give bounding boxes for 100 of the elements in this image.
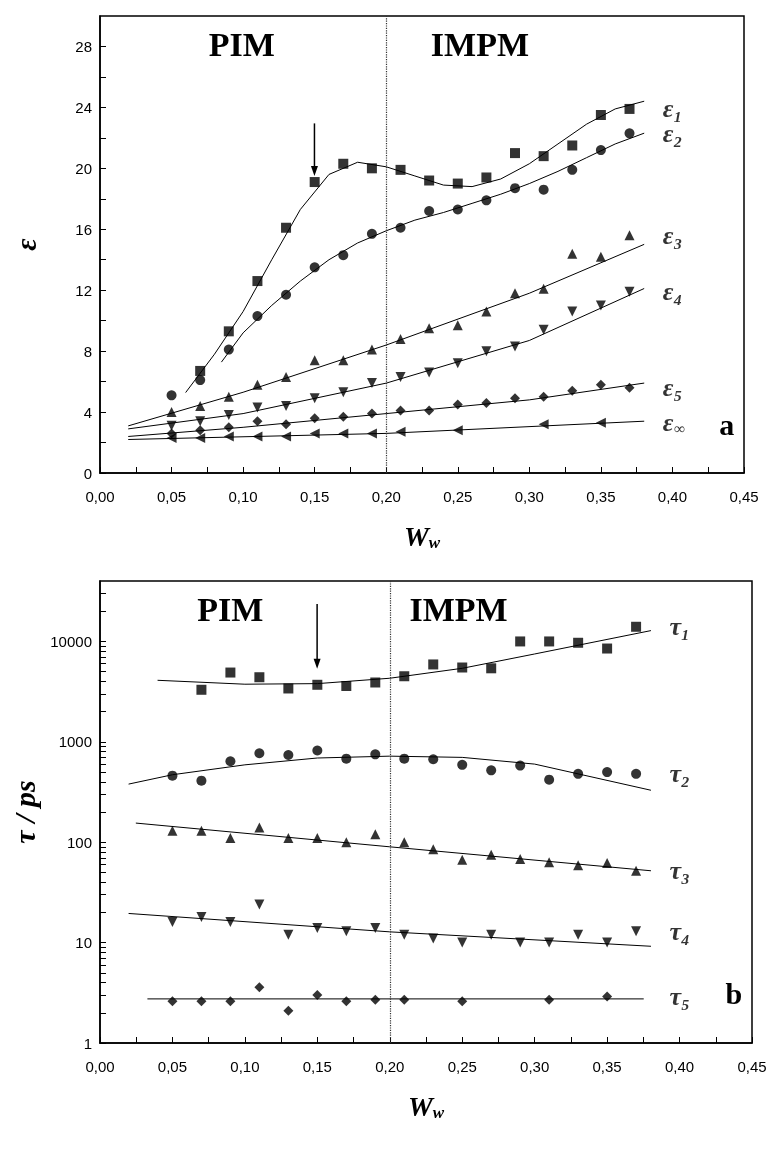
point — [395, 426, 406, 437]
y-tick-label: 12 — [75, 281, 92, 299]
y-tick-label: 24 — [75, 98, 92, 116]
point — [486, 929, 497, 940]
point — [366, 344, 377, 355]
point — [366, 428, 377, 439]
x-tick-label: 0,35 — [586, 488, 616, 505]
point — [510, 288, 521, 299]
x-tick-label: 0,05 — [157, 1058, 188, 1075]
point — [567, 164, 578, 175]
x-tick-label: 0,15 — [302, 1058, 332, 1075]
point — [166, 432, 177, 443]
text: τ₅ — [669, 982, 691, 1012]
point — [338, 250, 349, 261]
point — [338, 428, 349, 439]
point — [223, 422, 234, 433]
point — [510, 183, 521, 194]
x-tick-label: 0,45 — [729, 488, 759, 505]
point — [395, 164, 406, 175]
point — [538, 184, 549, 195]
point — [624, 382, 635, 393]
annotation: IMPM — [409, 591, 508, 629]
point — [196, 996, 207, 1007]
point — [254, 982, 265, 993]
point — [424, 205, 435, 216]
point — [370, 994, 381, 1005]
point — [196, 775, 207, 786]
point — [312, 990, 323, 1001]
point — [370, 829, 381, 840]
y-tick-label: 100 — [66, 833, 92, 851]
point — [452, 320, 463, 331]
point — [312, 679, 323, 690]
point — [225, 996, 236, 1007]
point — [309, 262, 320, 273]
point — [573, 929, 584, 940]
point — [544, 994, 555, 1005]
point — [486, 765, 497, 776]
point — [544, 774, 555, 785]
point — [225, 756, 236, 767]
point — [166, 390, 177, 401]
point — [283, 749, 294, 760]
point — [515, 760, 526, 771]
point — [602, 858, 613, 869]
point — [281, 372, 292, 383]
point — [166, 407, 177, 418]
point — [452, 358, 463, 369]
series-label: τ₃ — [669, 856, 691, 886]
point — [252, 431, 263, 442]
point — [595, 145, 606, 156]
series-label: ε₄ — [662, 277, 683, 307]
point — [167, 825, 178, 836]
point — [481, 306, 492, 317]
point — [544, 857, 555, 868]
point — [424, 367, 435, 378]
point — [252, 311, 263, 322]
line-series — [185, 100, 645, 393]
point — [167, 770, 178, 781]
point — [196, 825, 207, 836]
point — [595, 300, 606, 311]
point — [481, 397, 492, 408]
point — [510, 393, 521, 404]
point — [223, 326, 234, 337]
point — [631, 768, 642, 779]
x-tick-label: 0,15 — [300, 488, 330, 505]
x-tick-label: 0,20 — [371, 488, 401, 505]
point — [252, 416, 263, 427]
point — [486, 849, 497, 860]
point — [399, 994, 410, 1005]
point — [481, 346, 492, 357]
point — [544, 937, 555, 948]
point — [595, 417, 606, 428]
point — [254, 822, 265, 833]
point — [312, 745, 323, 756]
point — [538, 391, 549, 402]
point — [252, 402, 263, 413]
point — [395, 333, 406, 344]
point — [457, 759, 468, 770]
point — [631, 865, 642, 876]
point — [366, 378, 377, 389]
point — [567, 140, 578, 151]
series-label: ε₅ — [662, 373, 683, 403]
point — [424, 175, 435, 186]
point — [225, 917, 236, 928]
point — [515, 854, 526, 865]
point — [457, 854, 468, 865]
point — [283, 833, 294, 844]
annotation: PIM — [197, 591, 264, 629]
point — [515, 937, 526, 948]
point — [486, 663, 497, 674]
x-tick-label: 0,00 — [85, 488, 115, 505]
point — [341, 837, 352, 848]
point — [567, 306, 578, 317]
point — [515, 636, 526, 647]
point — [281, 400, 292, 411]
annotation: PIM — [208, 25, 275, 63]
series-label: ε₃ — [662, 220, 683, 250]
point — [366, 163, 377, 174]
point — [428, 754, 439, 765]
point — [312, 833, 323, 844]
y-tick-label: 1000 — [58, 733, 92, 751]
